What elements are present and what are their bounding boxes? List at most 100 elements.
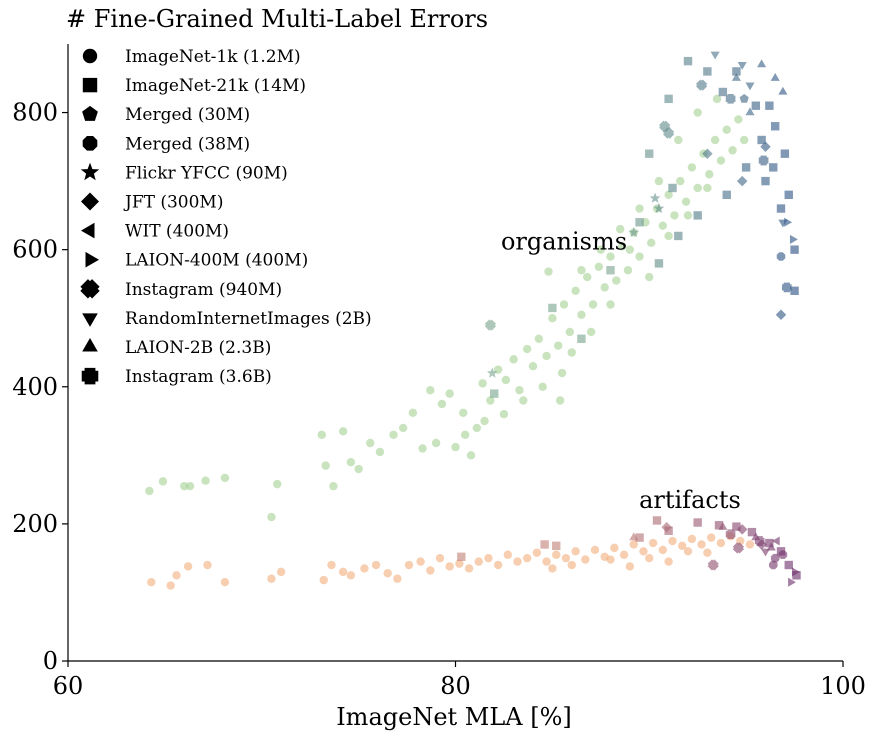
data-point xyxy=(484,553,493,563)
y-tick-label: 200 xyxy=(12,510,58,538)
data-point xyxy=(220,473,230,483)
y-tick-label: 0 xyxy=(43,647,58,675)
data-point xyxy=(683,547,693,556)
data-point xyxy=(354,464,363,474)
data-point xyxy=(509,355,518,364)
data-point xyxy=(732,522,741,531)
data-point xyxy=(765,101,774,110)
data-point xyxy=(480,416,489,426)
data-point xyxy=(499,410,509,419)
legend-item: LAION-400M (400M) xyxy=(85,251,308,271)
data-point xyxy=(661,522,672,533)
data-point xyxy=(542,557,551,566)
data-point xyxy=(459,408,468,418)
data-point xyxy=(784,217,793,227)
data-point xyxy=(437,399,447,409)
data-point xyxy=(532,548,542,557)
data-point xyxy=(751,101,761,110)
chart-title: # Fine-Grained Multi-Label Errors xyxy=(66,5,488,33)
data-point xyxy=(741,163,751,172)
data-point xyxy=(426,386,435,395)
legend-label: Merged (38M) xyxy=(125,134,250,154)
data-point xyxy=(788,577,796,587)
data-point xyxy=(668,183,677,193)
data-point xyxy=(431,438,441,448)
legend-marker-octagon xyxy=(82,135,98,151)
data-point xyxy=(166,581,175,590)
legend-label: JFT (300M) xyxy=(123,193,223,213)
data-point xyxy=(781,282,792,293)
data-point xyxy=(464,564,474,573)
data-point xyxy=(754,536,765,546)
data-point xyxy=(581,555,590,564)
data-point xyxy=(695,79,708,91)
data-point xyxy=(338,567,348,577)
data-point xyxy=(681,197,691,206)
data-point xyxy=(619,550,629,559)
data-point xyxy=(606,555,615,564)
data-point xyxy=(393,574,402,583)
data-point xyxy=(590,545,600,555)
data-point xyxy=(789,234,798,244)
data-point xyxy=(683,211,693,220)
data-point xyxy=(629,540,638,549)
data-point xyxy=(635,252,644,261)
data-point xyxy=(445,562,454,571)
x-tick-label: 60 xyxy=(53,672,84,700)
data-point xyxy=(383,569,392,578)
data-point xyxy=(276,567,286,577)
data-point xyxy=(267,574,276,583)
legend-item: ImageNet-21k (14M) xyxy=(82,76,306,96)
legend-item: JFT (300M) xyxy=(81,192,223,213)
data-point xyxy=(693,211,702,220)
legend-marker-diamond xyxy=(81,192,99,211)
data-point xyxy=(600,283,609,292)
data-point xyxy=(760,141,771,153)
data-point xyxy=(736,524,748,535)
data-point xyxy=(703,548,712,557)
data-point xyxy=(722,125,731,134)
data-point xyxy=(557,368,567,378)
data-point xyxy=(145,486,154,496)
legend-item: WIT (400M) xyxy=(81,222,229,242)
data-point xyxy=(398,423,408,433)
data-point xyxy=(519,396,528,405)
data-point xyxy=(790,245,799,254)
data-point xyxy=(501,375,511,385)
data-point xyxy=(522,344,532,354)
legend-label: Merged (30M) xyxy=(125,105,250,125)
data-point xyxy=(426,566,435,575)
data-point xyxy=(778,86,788,95)
data-point xyxy=(185,481,195,491)
data-point xyxy=(203,560,212,570)
data-point xyxy=(561,553,571,563)
data-point xyxy=(606,300,615,309)
data-point xyxy=(739,135,749,145)
y-tick-label: 600 xyxy=(12,236,58,264)
data-point xyxy=(791,567,800,577)
data-point xyxy=(321,461,330,470)
annotations: organisms artifacts xyxy=(501,228,741,514)
data-point xyxy=(648,538,658,548)
data-point xyxy=(484,319,497,331)
series-organisms xyxy=(145,51,799,522)
data-point xyxy=(577,266,586,275)
legend-label: ImageNet-21k (14M) xyxy=(125,76,306,96)
data-point xyxy=(668,536,677,546)
data-point xyxy=(697,540,706,549)
data-point xyxy=(707,559,719,571)
data-point xyxy=(664,231,673,241)
data-point xyxy=(770,553,780,563)
data-point xyxy=(664,94,673,104)
data-point xyxy=(515,386,524,395)
data-point xyxy=(693,518,702,527)
legend-item: Instagram (940M) xyxy=(80,279,282,300)
data-point xyxy=(739,93,749,103)
data-point xyxy=(664,526,673,535)
data-point xyxy=(725,529,736,540)
data-point xyxy=(705,170,714,179)
data-point xyxy=(676,176,685,186)
legend-label: Instagram (3.6B) xyxy=(125,367,272,387)
data-point xyxy=(606,266,615,275)
